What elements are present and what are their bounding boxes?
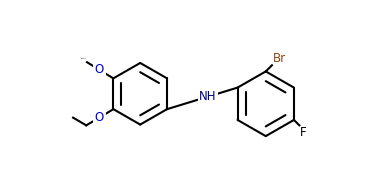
Text: Br: Br <box>273 52 286 65</box>
Text: O: O <box>95 111 104 124</box>
Text: O: O <box>95 63 104 76</box>
Text: methoxy: methoxy <box>81 58 87 59</box>
Text: NH: NH <box>199 90 217 103</box>
Text: F: F <box>300 126 307 139</box>
